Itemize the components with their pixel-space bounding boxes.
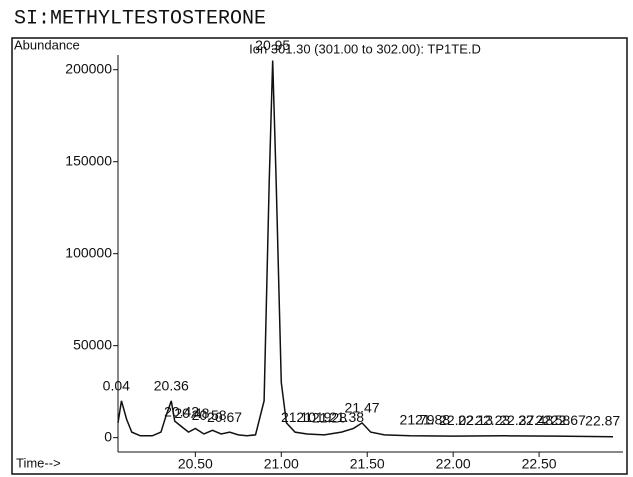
y-axis-label: Abundance	[14, 37, 80, 52]
peak-label: 22.23	[475, 412, 510, 428]
x-tick-label: 21.50	[350, 456, 385, 472]
frame	[11, 37, 628, 475]
peak-label: 22.87	[585, 413, 620, 429]
y-tick-label: 200000	[65, 60, 112, 76]
peak-label: 21.38	[329, 409, 364, 425]
peak-label: 22.13	[458, 412, 493, 428]
chart-title: SI:METHYLTESTOSTERONE	[14, 7, 266, 30]
peak-label: 21.28	[312, 410, 347, 426]
peak-label: 20.36	[154, 378, 189, 394]
peak-label: 21.19	[296, 409, 331, 425]
x-tick-label: 22.50	[522, 456, 557, 472]
peak-label: 22.67	[551, 412, 586, 428]
y-tick-label: 100000	[65, 244, 112, 260]
x-tick-label: 22.00	[436, 456, 471, 472]
peak-label: 20.95	[255, 37, 290, 53]
x-axis-label: Time-->	[16, 455, 61, 470]
peak-label: 22.48	[518, 412, 553, 428]
peak-label: 21.79	[400, 412, 435, 428]
peak-label: 20.67	[207, 409, 242, 425]
peak-label: 22.02	[439, 412, 474, 428]
subtitle: Ion 301.30 (301.00 to 302.00): TP1TE.D	[249, 41, 481, 56]
x-tick-label: 21.00	[264, 456, 299, 472]
peak-label: 20.58	[192, 407, 227, 423]
y-tick-label: 0	[104, 428, 112, 444]
peak-label: 22.58	[535, 412, 570, 428]
peak-label: 22.37	[499, 412, 534, 428]
peak-label: 21.10	[281, 409, 316, 425]
y-tick-label: 50000	[73, 336, 112, 352]
peak-label: 0.04	[103, 378, 130, 394]
trace	[117, 60, 614, 438]
peak-label: 21.47	[345, 400, 380, 416]
x-tick-label: 20.50	[178, 456, 213, 472]
peak-label: 20.48	[174, 405, 209, 421]
peak-label: 21.88	[415, 412, 450, 428]
y-tick-label: 150000	[65, 152, 112, 168]
peak-label: 20.42	[164, 403, 199, 419]
